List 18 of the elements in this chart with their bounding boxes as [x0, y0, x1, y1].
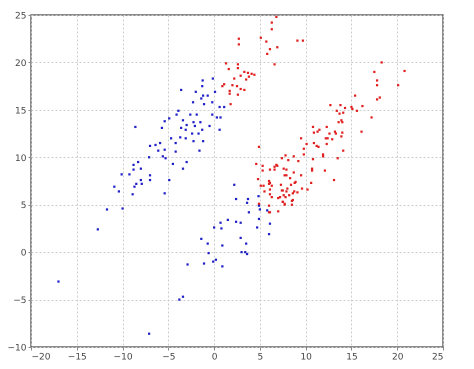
x-tick-label: 0	[212, 352, 218, 362]
y-tick-label: 5	[20, 201, 26, 212]
x-tick-label: 25	[432, 352, 444, 362]
y-tick-label: −10	[8, 344, 27, 354]
x-tick-label: 10	[300, 352, 312, 362]
x-tick-label: −15	[68, 352, 87, 362]
y-tick-label: −5	[13, 296, 26, 306]
y-tick-label: 10	[15, 154, 27, 164]
x-tick-label: 15	[346, 352, 358, 362]
x-tick-label: −20	[32, 352, 51, 362]
y-tick-label: 15	[15, 106, 26, 116]
x-tick-label: −5	[162, 352, 176, 362]
y-tick-label: 20	[15, 58, 27, 69]
x-tick-label: 5	[258, 352, 264, 362]
x-tick-label: −10	[114, 352, 133, 362]
y-tick-label: 25	[15, 12, 26, 22]
x-tick-label: 20	[392, 352, 404, 362]
y-tick-label: 0	[20, 248, 27, 259]
